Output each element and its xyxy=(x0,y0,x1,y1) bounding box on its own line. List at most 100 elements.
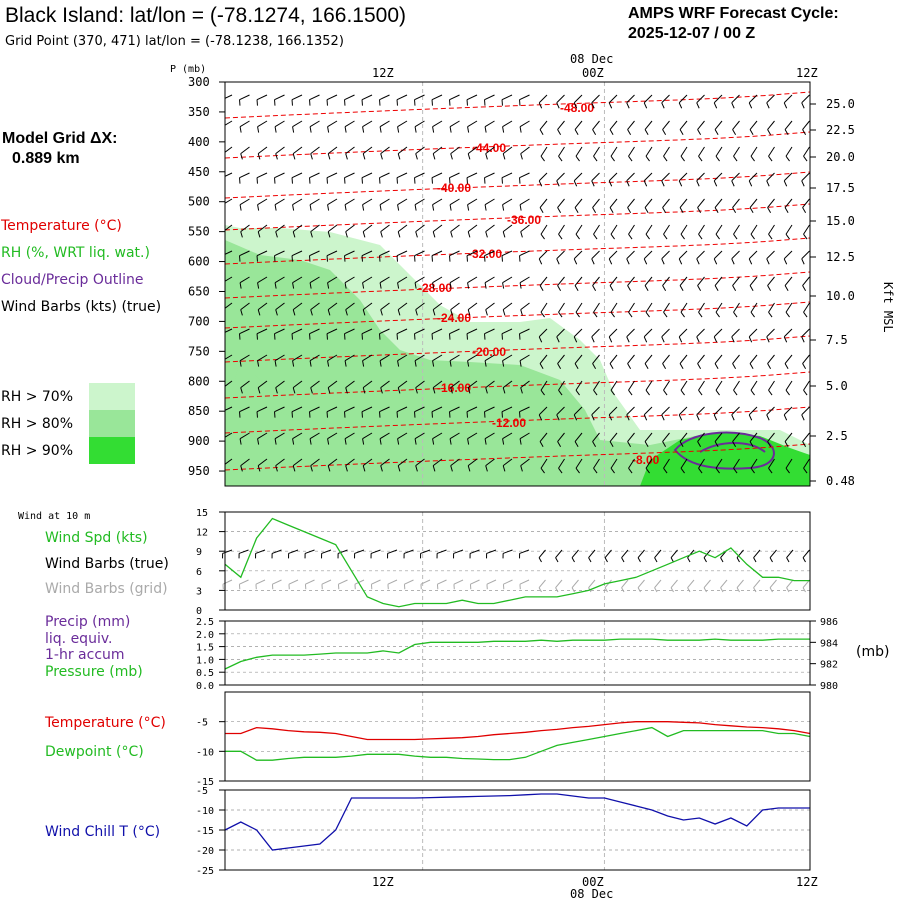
profile-wind-barb xyxy=(698,302,705,318)
profile-wind-barb xyxy=(291,250,303,262)
profile-wind-barb xyxy=(414,198,425,211)
profile-wind-barb xyxy=(467,146,478,160)
y-tick-label: -10 xyxy=(196,747,214,758)
pressure-level-label: 400 xyxy=(188,135,210,149)
temp-frame xyxy=(224,691,811,782)
profile-wind-barb xyxy=(593,380,600,396)
profile-wind-barb xyxy=(591,94,600,109)
profile-wind-barb xyxy=(573,406,583,421)
pressure-level-label: 500 xyxy=(188,195,210,209)
profile-wind-barb xyxy=(309,198,320,211)
precip-frame xyxy=(224,620,811,686)
profile-wind-barb xyxy=(680,224,688,240)
profile-wind-barb xyxy=(785,380,793,396)
profile-wind-barb xyxy=(327,354,338,367)
profile-wind-barb xyxy=(592,432,600,447)
isotherm-label: -24.00 xyxy=(437,311,471,325)
profile-wind-barb xyxy=(750,224,758,240)
profile-wind-barb xyxy=(485,224,495,238)
profile-wind-barb xyxy=(697,120,705,135)
profile-wind-barb xyxy=(502,276,513,289)
surface-true-barb xyxy=(387,549,398,559)
surface-true-barb xyxy=(337,549,348,559)
profile-wind-barb xyxy=(678,328,688,343)
profile-wind-barb xyxy=(414,406,425,418)
profile-wind-barb xyxy=(414,432,425,445)
profile-wind-barb xyxy=(292,458,303,472)
profile-wind-barb xyxy=(628,380,635,396)
profile-wind-barb xyxy=(661,406,670,421)
profile-wind-barb xyxy=(485,380,495,394)
rh-legend-label-80: RH > 80% xyxy=(1,416,73,432)
profile-wind-barb xyxy=(240,146,250,160)
y-tick-label: 0 xyxy=(196,606,202,617)
wind-speed-label: Wind Spd (kts) xyxy=(45,530,148,546)
profile-wind-barb xyxy=(432,432,443,445)
profile-wind-barb xyxy=(643,94,653,109)
profile-wind-barb xyxy=(557,432,565,447)
profile-wind-barb xyxy=(380,224,390,238)
profile-wind-barb xyxy=(749,432,758,447)
profile-wind-barb xyxy=(379,406,390,418)
profile-wind-barb xyxy=(502,146,513,160)
profile-wind-barb xyxy=(768,380,775,396)
height-level-label: 2.5 xyxy=(826,429,848,443)
profile-wind-barb xyxy=(225,328,233,333)
profile-wind-barb xyxy=(698,458,705,474)
isotherm-line xyxy=(225,301,810,329)
surface-true-barb xyxy=(736,549,744,563)
profile-wind-barb xyxy=(361,94,373,106)
profile-wind-barb xyxy=(713,328,723,343)
y-tick-label: -25 xyxy=(196,866,214,877)
profile-wind-barb xyxy=(573,328,583,343)
cloud-outline xyxy=(673,431,775,470)
profile-wind-barb xyxy=(748,94,758,109)
surface-grid-barb xyxy=(321,579,332,590)
surface-grid-barb xyxy=(654,579,662,593)
isotherm-label: -20.00 xyxy=(472,345,506,359)
pressure-level-label: 550 xyxy=(188,225,210,239)
profile-wind-barb xyxy=(556,94,565,109)
profile-wind-barb xyxy=(501,250,513,262)
profile-wind-barb xyxy=(803,224,810,240)
profile-wind-barb xyxy=(768,146,775,162)
isotherm-line xyxy=(225,406,810,434)
profile-wind-barb xyxy=(575,224,583,240)
series-line-wind-spd-kts- xyxy=(224,517,810,608)
profile-wind-barb xyxy=(663,146,670,162)
bottom-time-label-1: 12Z xyxy=(372,875,394,889)
profile-wind-barb xyxy=(801,94,810,109)
profile-wind-barb xyxy=(767,198,775,213)
profile-wind-barb xyxy=(733,146,740,162)
height-level-label: 0.48 xyxy=(826,474,855,488)
profile-wind-barb xyxy=(785,302,793,318)
legend-cloud: Cloud/Precip Outline xyxy=(1,272,144,288)
profile-wind-barb xyxy=(627,276,635,291)
height-level-label: 17.5 xyxy=(826,181,855,195)
profile-wind-barb xyxy=(345,146,355,160)
profile-wind-barb xyxy=(240,302,250,316)
profile-wind-barb xyxy=(696,250,705,265)
surface-true-barb xyxy=(538,549,546,563)
isotherm-line xyxy=(225,171,810,199)
profile-wind-barb xyxy=(256,172,268,184)
surface-grid-barb xyxy=(387,579,398,590)
top-time-label-2: 00Z xyxy=(582,66,604,80)
profile-wind-barb xyxy=(575,302,583,318)
profile-wind-barb xyxy=(698,380,705,396)
surface-true-barb xyxy=(687,549,695,563)
chill-frame xyxy=(224,789,811,871)
chill-panel: Wind Chill T (°C) -25 -20 -15 -10 -5 xyxy=(45,786,811,877)
profile-wind-barb xyxy=(225,380,233,394)
model-grid-value: 0.889 km xyxy=(12,150,80,167)
profile-wind-barb xyxy=(574,354,583,369)
profile-wind-barb xyxy=(696,328,705,343)
profile-wind-barb xyxy=(431,172,443,184)
profile-wind-barb xyxy=(592,198,600,213)
profile-wind-barb xyxy=(449,250,460,262)
profile-wind-barb xyxy=(540,380,548,396)
profile-wind-barb xyxy=(362,354,373,367)
surface-true-barb xyxy=(453,549,464,559)
isotherm-line xyxy=(225,203,810,231)
profile-wind-barb xyxy=(697,432,705,447)
